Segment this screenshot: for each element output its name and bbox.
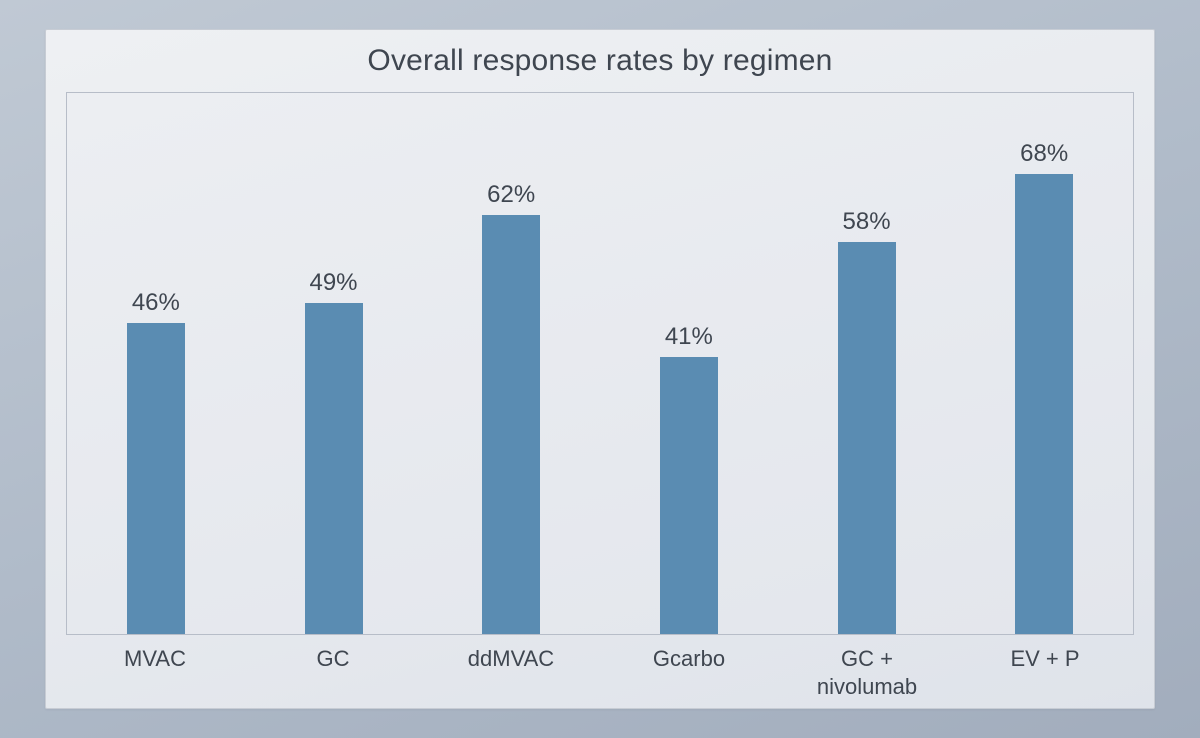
- bar-slot: 41%: [600, 93, 778, 634]
- bar-slot: 62%: [422, 93, 600, 634]
- bar-slot: 58%: [778, 93, 956, 634]
- x-axis-labels: MVACGCddMVACGcarboGC + nivolumabEV + P: [66, 645, 1134, 700]
- x-axis-label: MVAC: [66, 645, 244, 700]
- bar-rect: [305, 303, 363, 634]
- bar-rect: [127, 323, 185, 634]
- bar-value-label: 58%: [843, 208, 891, 236]
- x-axis-label: GC + nivolumab: [778, 645, 956, 700]
- bar-value-label: 68%: [1020, 140, 1068, 168]
- bar-slot: 46%: [67, 93, 245, 634]
- bar-value-label: 41%: [665, 323, 713, 351]
- bar-slot: 68%: [955, 93, 1133, 634]
- bar-value-label: 49%: [309, 269, 357, 297]
- bar-rect: [482, 215, 540, 634]
- bar-value-label: 62%: [487, 181, 535, 209]
- x-axis-label: Gcarbo: [600, 645, 778, 700]
- x-axis-label: GC: [244, 645, 422, 700]
- bar-slot: 49%: [245, 93, 423, 634]
- bar-value-label: 46%: [132, 289, 180, 317]
- x-axis-label: EV + P: [956, 645, 1134, 700]
- x-axis-label: ddMVAC: [422, 645, 600, 700]
- bars-row: 46% 49% 62% 41% 58% 68%: [67, 93, 1133, 634]
- chart-card: Overall response rates by regimen 46% 49%…: [45, 29, 1155, 709]
- bar-rect: [838, 242, 896, 634]
- chart-title: Overall response rates by regimen: [66, 44, 1134, 78]
- bar-rect: [660, 357, 718, 634]
- plot-area: 46% 49% 62% 41% 58% 68%: [66, 92, 1134, 635]
- bar-rect: [1015, 174, 1073, 634]
